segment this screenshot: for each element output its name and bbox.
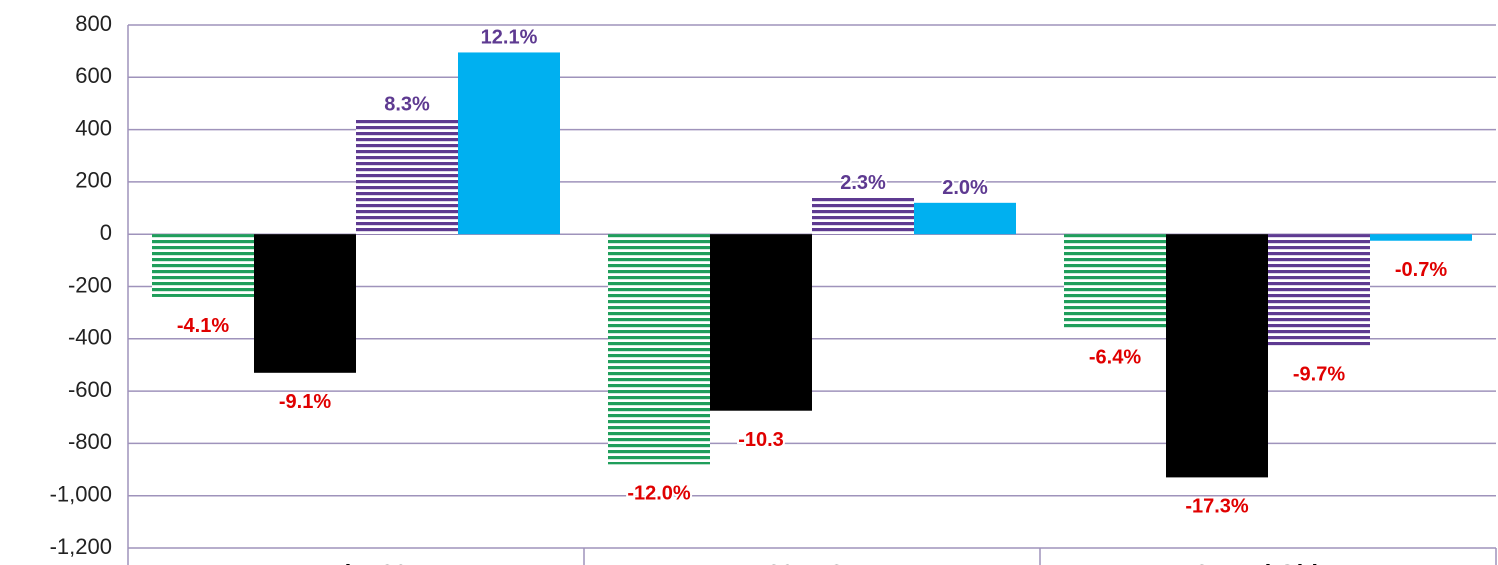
data-label: -0.7% (1395, 259, 1447, 281)
y-tick-label: -800 (68, 429, 112, 454)
bar (458, 52, 560, 235)
bar (1370, 234, 1472, 241)
bar (710, 234, 812, 411)
y-tick-label: -1,200 (50, 534, 112, 559)
data-label: 2.0% (942, 177, 988, 199)
x-tick-label: 25 and Older (1195, 560, 1340, 565)
y-tick-label: 800 (75, 11, 112, 36)
data-label: -9.7% (1293, 364, 1345, 386)
y-tick-label: 0 (100, 220, 112, 245)
y-tick-label: -400 (68, 325, 112, 350)
y-tick-label: 600 (75, 63, 112, 88)
y-tick-label: -200 (68, 272, 112, 297)
data-label: -4.1% (177, 315, 229, 337)
x-tick-label: Under 20 (305, 560, 408, 565)
data-label: -17.3% (1185, 496, 1249, 518)
bar (812, 197, 914, 235)
data-label: -10.3 (738, 429, 784, 451)
bar (1166, 234, 1268, 478)
data-label: 2.3% (840, 172, 886, 194)
data-label: -9.1% (279, 391, 331, 413)
y-tick-label: -1,000 (50, 482, 112, 507)
bar (1268, 234, 1370, 346)
y-tick-label: 200 (75, 168, 112, 193)
data-label: 12.1% (481, 27, 538, 49)
data-label: 8.3% (384, 93, 430, 115)
data-label: -6.4% (1089, 347, 1141, 369)
bar (1064, 234, 1166, 329)
x-tick-label: 20 to 24 (767, 560, 857, 565)
bar (254, 234, 356, 373)
data-label: -12.0% (627, 483, 691, 505)
bar (356, 119, 458, 235)
bar (152, 234, 254, 297)
y-tick-label: 400 (75, 115, 112, 140)
y-tick-label: -600 (68, 377, 112, 402)
bar (608, 234, 710, 465)
bar (914, 202, 1016, 235)
